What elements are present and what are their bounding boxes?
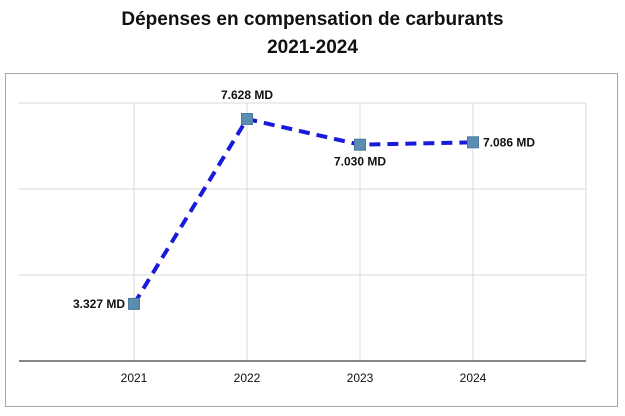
label-layer: 3.327 MD 7.628 MD 7.030 MD 7.086 MD [73,88,535,311]
axis-layer: 2021 2022 2023 2024 [19,360,586,385]
data-label: 7.086 MD [483,135,535,149]
data-label: 7.030 MD [334,155,386,169]
data-label: 3.327 MD [73,297,125,311]
x-tick-label: 2024 [460,371,487,385]
chart-title: Dépenses en compensation de carburants [121,9,504,30]
chart-subtitle: 2021-2024 [267,37,358,58]
data-point-marker [128,297,140,310]
series-layer [128,112,479,310]
x-tick-label: 2021 [121,371,148,385]
series-line [132,116,474,305]
data-point-marker [467,136,479,149]
x-tick-label: 2023 [347,371,374,385]
data-label: 7.628 MD [221,88,273,102]
data-point-marker [241,112,253,125]
x-tick-label: 2022 [234,371,261,385]
data-point-marker [354,138,366,151]
chart-frame [5,73,618,407]
